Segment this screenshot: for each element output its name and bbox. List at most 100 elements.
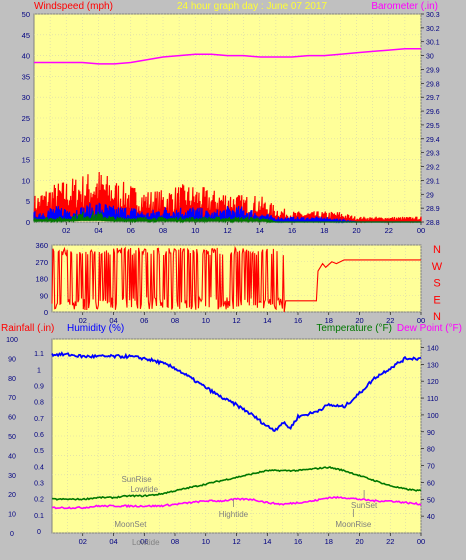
windspeed-tick-label: 30 [22,93,30,102]
windspeed-tick-label: 25 [22,114,30,123]
barometer-series [34,47,421,65]
climate-x-tick-label: 12 [232,537,240,546]
winddir-x-tick-label: 18 [325,316,333,325]
humidity-tick-label: 20 [8,492,16,499]
winddir-tick-label: 0 [44,308,48,317]
climate-x-tick-label: 10 [202,537,210,546]
annotation-label: SunSet [351,501,378,510]
humidity-series [51,351,422,433]
climate-x-tick-label: 18 [325,537,333,546]
barometer-tick-label: 28.9 [426,206,440,213]
winddir-x-tick-label: 02 [79,316,87,325]
rainfall-tick-label: 1 [37,367,41,374]
temperature-tick-label: 50 [427,497,435,504]
wind-x-tick-label: 10 [191,226,199,235]
annotation-label: SunRise [121,475,152,484]
windspeed-tick-label: 10 [22,176,30,185]
climate-x-tick-label: 14 [263,537,271,546]
barometer-tick-label: 29.8 [426,81,440,88]
dewpoint-axis-title: Dew Point (°F) [397,323,462,334]
annotation-label: Hightide [219,510,249,519]
barometer-tick-label: 30 [426,54,434,61]
winddir-tick-label: 180 [35,275,48,284]
wind-x-tick-label: 02 [62,226,70,235]
barometer-tick-label: 29.5 [426,123,440,130]
humidity-tick-label: 60 [8,415,16,422]
windspeed-axis-title: Windspeed (mph) [34,1,113,12]
rainfall-tick-label: 0.2 [34,497,44,504]
temperature-tick-label: 60 [427,480,435,487]
annotation-label: Lowtide [132,538,160,547]
humidity-tick-label: 90 [8,356,16,363]
temperature-tick-label: 110 [427,396,438,403]
barometer-tick-label: 29 [426,192,434,199]
wind-x-tick-label: 08 [159,226,167,235]
barometer-tick-label: 30.2 [426,26,440,33]
wind-min-series [33,211,421,225]
wind-x-tick-label: 00 [417,226,425,235]
annotation-label: Lowtide [130,485,158,494]
wind-x-tick-label: 04 [94,226,102,235]
rainfall-tick-label: 0.3 [34,481,44,488]
barometer-tick-label: 29.7 [426,95,440,102]
wind-x-tick-label: 14 [256,226,264,235]
barometer-tick-label: 30.3 [426,12,440,19]
rainfall-tick-label: 0.9 [34,384,44,391]
winddir-x-tick-label: 06 [140,316,148,325]
temperature-tick-label: 140 [427,345,439,352]
wind-x-tick-label: 20 [352,226,360,235]
humidity-tick-label: 70 [8,395,16,402]
climate-x-tick-label: 02 [79,537,87,546]
temperature-tick-label: 70 [427,464,435,471]
winddir-x-tick-label: 04 [109,316,117,325]
winddir-tick-label: 270 [35,258,48,267]
annotation-label: MoonRise [335,520,372,529]
climate-x-tick-label: 00 [417,537,425,546]
direction-label: N [433,311,441,323]
windspeed-tick-label: 40 [22,52,30,61]
rainfall-tick-label: 0.4 [34,464,44,471]
barometer-tick-label: 29.6 [426,109,440,116]
humidity-tick-label: 100 [6,337,18,344]
wind-x-tick-label: 16 [288,226,296,235]
winddir-tick-label: 90 [40,291,48,300]
barometer-tick-label: 29.4 [426,137,440,144]
barometer-tick-label: 29.3 [426,151,440,158]
rainfall-tick-label: 0.5 [34,448,44,455]
climate-x-tick-label: 08 [171,537,179,546]
dewpoint-series [51,495,422,510]
rainfall-tick-label: 0 [37,529,41,536]
climate-x-tick-label: 16 [294,537,302,546]
temperature-series [51,465,422,501]
climate-x-tick-label: 06 [140,537,148,546]
humidity-tick-label: 80 [8,376,16,383]
barometer-tick-label: 29.1 [426,178,440,185]
humidity-tick-label: 0 [10,531,14,538]
temperature-tick-label: 100 [427,413,439,420]
wind-direction-series [51,245,421,313]
climate-x-tick-label: 04 [109,537,117,546]
barometer-tick-label: 30.1 [426,40,440,47]
direction-label: E [433,294,440,306]
rainfall-tick-label: 0.7 [34,416,44,423]
barometer-tick-label: 28.8 [426,220,440,227]
rainfall-tick-label: 0.6 [34,432,44,439]
direction-label: N [433,244,441,256]
winddir-x-tick-label: 22 [386,316,394,325]
annotation-label: MoonSet [114,520,147,529]
windspeed-tick-label: 5 [26,197,30,206]
winddir-x-tick-label: 16 [294,316,302,325]
rainfall-tick-label: 1.1 [34,351,44,358]
barometer-axis-title: Barometer (.in) [371,1,438,12]
humidity-axis-title: Humidity (%) [67,323,124,334]
windspeed-tick-label: 45 [22,31,30,40]
winddir-x-tick-label: 12 [232,316,240,325]
winddir-x-tick-label: 08 [171,316,179,325]
humidity-tick-label: 10 [8,512,16,519]
temperature-tick-label: 120 [427,379,439,386]
temperature-tick-label: 90 [427,430,435,437]
temperature-tick-label: 80 [427,447,435,454]
wind-x-tick-label: 18 [320,226,328,235]
